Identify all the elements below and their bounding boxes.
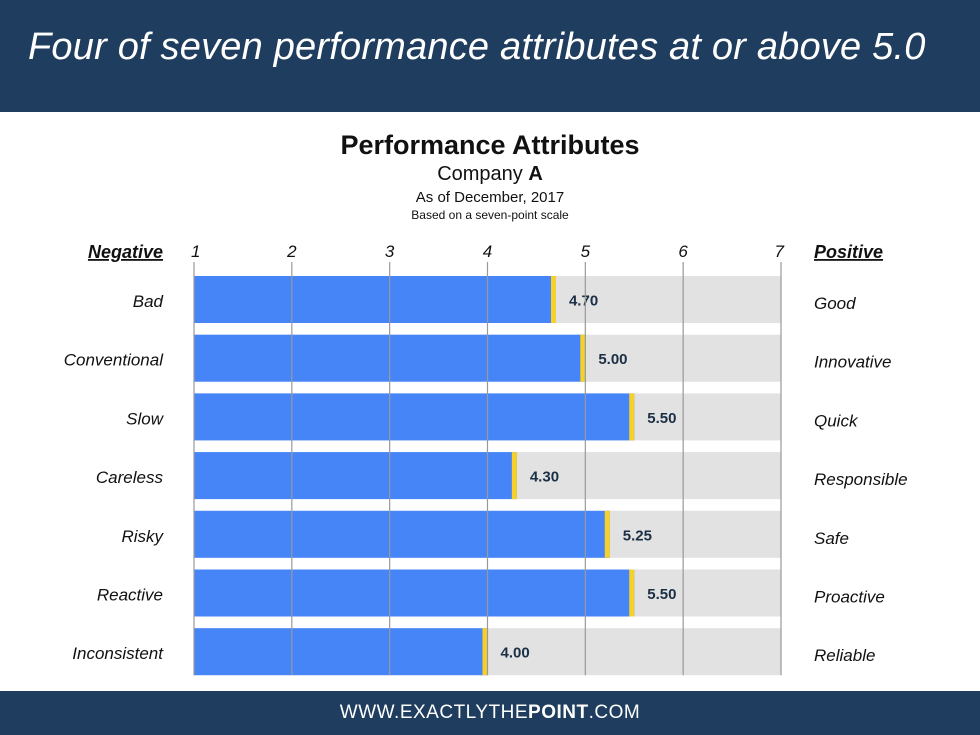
bar-value-marker xyxy=(629,569,635,617)
bar-value-marker xyxy=(482,628,488,676)
chart-title: Performance Attributes xyxy=(340,130,640,160)
category-label-negative: Reactive xyxy=(97,586,163,605)
bar xyxy=(194,628,488,676)
data-label: 4.30 xyxy=(530,469,559,486)
data-label: 4.00 xyxy=(501,645,530,662)
chart-date: As of December, 2017 xyxy=(415,189,565,206)
category-label-negative: Conventional xyxy=(64,351,164,370)
bar xyxy=(194,452,517,500)
chart-titles: Performance Attributes Company A As of D… xyxy=(0,128,980,222)
left-axis-header: Negative xyxy=(88,242,163,262)
bar xyxy=(194,276,556,323)
footer-url-suffix: .COM xyxy=(588,702,641,723)
category-label-negative: Risky xyxy=(121,527,164,546)
tick-label: 1 xyxy=(191,242,200,261)
header-band: Four of seven performance attributes at … xyxy=(0,0,980,112)
bar xyxy=(194,569,635,617)
data-label: 5.50 xyxy=(647,410,676,427)
category-label-negative: Inconsistent xyxy=(72,644,164,663)
data-label: 5.00 xyxy=(598,351,627,368)
bar-value-marker xyxy=(580,334,586,382)
category-label-negative: Slow xyxy=(126,409,165,428)
category-label-negative: Careless xyxy=(96,468,164,487)
bar-value-marker xyxy=(629,393,635,441)
footer-url-bold: POINT xyxy=(528,702,589,723)
category-label-positive: Proactive xyxy=(814,588,885,607)
bar-value-marker xyxy=(511,452,517,500)
subtitle-company: A xyxy=(528,163,543,185)
footer-url-prefix: WWW.EXACTLYTHE xyxy=(339,702,529,723)
bar-value-marker xyxy=(604,510,610,558)
bar xyxy=(194,393,635,441)
tick-label: 4 xyxy=(483,242,492,261)
data-label: 5.25 xyxy=(623,527,652,544)
tick-label: 5 xyxy=(581,242,591,261)
category-label-positive: Responsible xyxy=(814,470,908,489)
tick-label: 7 xyxy=(775,242,785,261)
tick-label: 2 xyxy=(286,242,297,261)
bar xyxy=(194,510,610,558)
chart-subtitle: Company A xyxy=(0,162,980,186)
right-axis-header: Positive xyxy=(814,242,883,262)
category-label-negative: Bad xyxy=(133,292,164,311)
tick-label: 6 xyxy=(678,242,688,261)
data-label: 4.70 xyxy=(569,293,598,310)
category-label-positive: Innovative xyxy=(814,353,892,372)
bar-value-marker xyxy=(550,276,556,323)
subtitle-prefix: Company xyxy=(437,163,529,185)
data-label: 5.50 xyxy=(647,586,676,603)
footer-url[interactable]: WWW.EXACTLYTHEPOINT.COM xyxy=(340,702,640,724)
category-label-positive: Good xyxy=(814,294,856,313)
headline: Four of seven performance attributes at … xyxy=(28,26,926,68)
footer-band: WWW.EXACTLYTHEPOINT.COM xyxy=(0,691,980,735)
category-label-positive: Quick xyxy=(814,411,859,430)
category-label-positive: Reliable xyxy=(814,646,875,665)
chart-note: Based on a seven-point scale xyxy=(411,208,569,222)
tick-label: 3 xyxy=(385,242,395,261)
category-label-positive: Safe xyxy=(814,529,849,548)
